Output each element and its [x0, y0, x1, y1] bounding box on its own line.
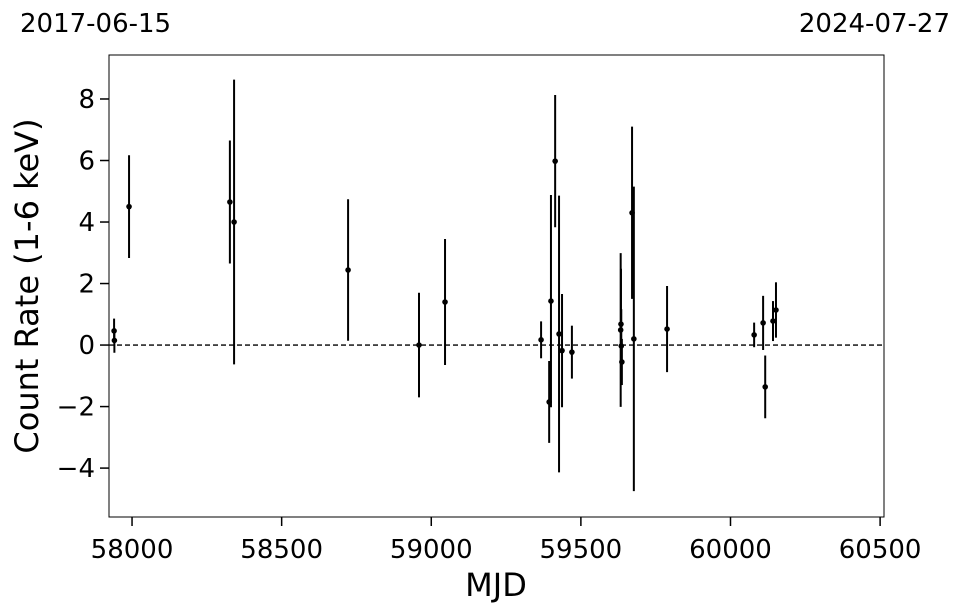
data-point [556, 331, 562, 337]
data-point [559, 347, 565, 354]
x-tick-label: 58000 [91, 535, 174, 565]
y-axis-label: Count Rate (1-6 keV) [8, 118, 46, 453]
data-point [442, 299, 448, 305]
x-tick-label: 60000 [689, 535, 772, 565]
data-point [416, 342, 422, 348]
y-tick-label: −2 [57, 393, 95, 423]
data-point [770, 318, 776, 324]
data-point [111, 337, 118, 344]
y-tick-label: 4 [78, 208, 95, 238]
data-point [631, 336, 637, 342]
y-tick-label: 2 [78, 270, 95, 300]
data-point [126, 203, 132, 210]
data-point [762, 384, 769, 390]
x-tick-label: 60500 [839, 535, 922, 565]
data-point [619, 359, 625, 365]
y-tick-label: 0 [78, 331, 95, 361]
data-point [664, 326, 670, 332]
y-tick-label: 6 [78, 147, 95, 177]
plot-frame [108, 54, 885, 518]
start-date: 2017-06-15 [20, 9, 171, 39]
x-tick-label: 59000 [390, 535, 473, 565]
data-point [760, 320, 766, 326]
data-point [231, 219, 237, 225]
y-tick-label: 8 [78, 85, 95, 115]
data-point [345, 267, 351, 273]
y-tick-label: −4 [57, 454, 95, 484]
data-point [773, 307, 779, 313]
data-point [569, 349, 575, 355]
x-tick-label: 58500 [240, 535, 323, 565]
data-point [538, 337, 544, 343]
end-date: 2024-07-27 [799, 9, 950, 39]
x-axis-label: MJD [465, 566, 527, 604]
data-point [552, 158, 558, 164]
data-point [751, 332, 757, 338]
data-point [548, 298, 554, 304]
x-tick-label: 59500 [540, 535, 623, 565]
data-point [227, 199, 233, 205]
